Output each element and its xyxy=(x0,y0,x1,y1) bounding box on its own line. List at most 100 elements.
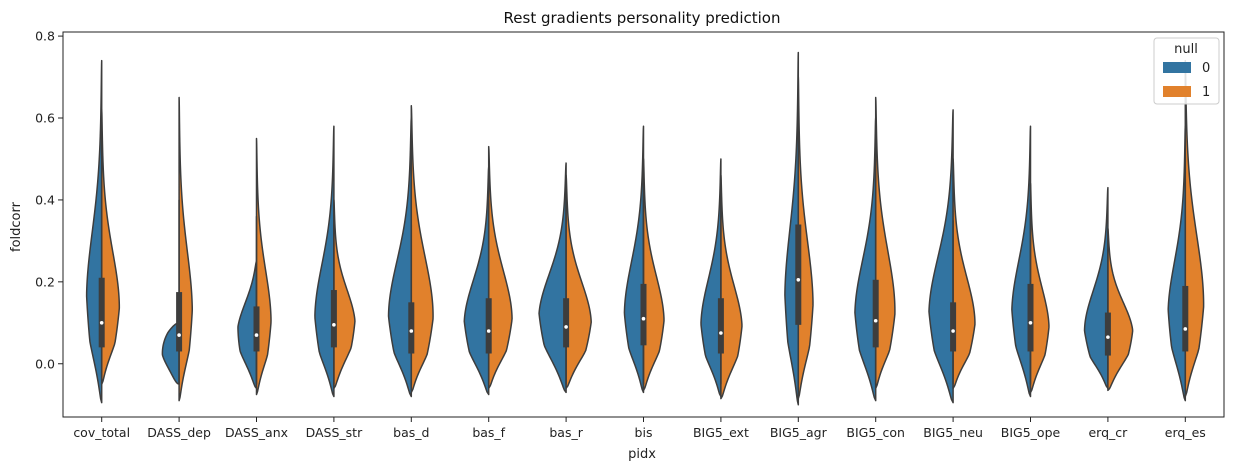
plot-area: 0.0 0.2 0.4 0.6 0.8 cov_total DASS_dep DASS_anx… xyxy=(35,29,1225,440)
violin-group xyxy=(700,158,743,400)
violin-half-1 xyxy=(255,137,272,396)
x-tick-label: bas_d xyxy=(393,425,429,440)
violin-group xyxy=(928,109,976,404)
violin-iqr-box xyxy=(1182,285,1189,352)
x-tick-label: BIG5_ope xyxy=(1001,425,1061,440)
violin-median-dot xyxy=(177,333,181,337)
violin-half-1 xyxy=(410,104,434,394)
x-tick-label: bas_f xyxy=(472,425,505,440)
x-tick-label: bis xyxy=(635,425,653,440)
violin-median-dot xyxy=(1028,320,1033,325)
x-tick-label: BIG5_con xyxy=(846,425,905,440)
violin-median-dot xyxy=(1183,327,1188,331)
violin-group xyxy=(623,125,665,394)
x-tick-label: bas_r xyxy=(549,425,583,440)
x-axis-label: pidx xyxy=(628,447,656,462)
violin-half-1 xyxy=(333,199,356,390)
violin-group xyxy=(1167,59,1205,402)
violin-median-dot xyxy=(1106,335,1110,339)
violin-iqr-box xyxy=(330,290,337,348)
violin-iqr-box xyxy=(176,292,183,352)
x-tick-label: BIG5_ext xyxy=(693,425,749,440)
violin-half-0 xyxy=(928,109,954,404)
violin-half-1 xyxy=(1184,59,1205,398)
violin-median-dot xyxy=(254,333,259,337)
violin-half-1 xyxy=(1107,227,1134,392)
y-tick-label: 0.8 xyxy=(35,29,55,44)
violin-median-dot xyxy=(332,323,336,327)
violin-half-0 xyxy=(85,59,103,404)
violin-group xyxy=(1083,186,1134,392)
x-tick-label: BIG5_agr xyxy=(770,425,828,440)
y-tick-label: 0.4 xyxy=(35,192,55,207)
violin-iqr-box xyxy=(1104,312,1111,356)
violin-half-0 xyxy=(538,162,567,394)
legend-label-0: 0 xyxy=(1202,61,1210,76)
y-tick-label: 0.2 xyxy=(35,274,55,289)
violin-group xyxy=(387,104,434,398)
violin-group xyxy=(237,137,272,396)
x-tick-label: BIG5_neu xyxy=(923,425,983,440)
violin-iqr-box xyxy=(253,306,260,352)
violin-half-1 xyxy=(487,145,513,390)
violin-iqr-box xyxy=(717,298,724,354)
violin-group xyxy=(161,96,194,402)
x-tick-label: DASS_dep xyxy=(147,425,211,440)
violin-median-dot xyxy=(873,318,878,323)
violin-half-0 xyxy=(1083,186,1109,390)
violin-half-1 xyxy=(100,109,121,385)
x-tick-label: erq_cr xyxy=(1088,425,1128,440)
violin-iqr-box xyxy=(950,302,957,352)
violin-group xyxy=(1011,125,1050,398)
violin-median-dot xyxy=(564,325,568,329)
legend-label-1: 1 xyxy=(1202,85,1210,100)
x-tick-label: erq_es xyxy=(1165,425,1206,440)
violin-iqr-box xyxy=(640,283,647,346)
violin-group xyxy=(854,96,896,402)
violin-group xyxy=(784,51,814,406)
legend: null 0 1 xyxy=(1153,37,1220,105)
y-tick-label: 0.0 xyxy=(35,356,55,371)
violin-half-0 xyxy=(1011,125,1032,398)
violin-group xyxy=(463,145,513,396)
x-tick-label: DASS_anx xyxy=(225,425,288,440)
violin-half-1 xyxy=(797,76,814,400)
legend-swatch-0 xyxy=(1163,62,1191,73)
violin-half-0 xyxy=(237,260,258,390)
violin-median-dot xyxy=(486,329,491,333)
violin-iqr-box xyxy=(485,298,492,354)
violin-iqr-box xyxy=(795,224,802,325)
violin-median-dot xyxy=(409,329,414,333)
violin-median-dot xyxy=(719,331,723,335)
violin-half-1 xyxy=(1029,182,1050,394)
violin-half-0 xyxy=(854,117,877,402)
violin-half-1 xyxy=(642,158,665,392)
x-tick-label: DASS_str xyxy=(306,425,363,440)
violin-median-dot xyxy=(796,277,801,282)
violin-iqr-box xyxy=(98,277,105,348)
violin-group xyxy=(314,125,356,398)
violin-half-1 xyxy=(720,174,743,400)
violin-median-dot xyxy=(951,329,955,333)
legend-title: null xyxy=(1174,42,1198,57)
violin-half-1 xyxy=(952,158,976,390)
violin-half-1 xyxy=(178,96,194,402)
violin-median-dot xyxy=(641,316,646,321)
violin-median-dot xyxy=(99,320,104,325)
violin-group xyxy=(538,162,592,394)
violin-iqr-box xyxy=(563,298,570,348)
x-tick-label: cov_total xyxy=(73,425,130,440)
violin-iqr-box xyxy=(408,302,415,354)
violin-half-0 xyxy=(314,125,335,398)
y-axis-label: foldcorr xyxy=(9,201,24,252)
violin-half-0 xyxy=(463,166,490,396)
violin-half-0 xyxy=(623,125,645,394)
violin-half-0 xyxy=(700,158,722,398)
violin-half-1 xyxy=(565,174,592,390)
chart-title: Rest gradients personality prediction xyxy=(504,9,781,27)
violin-iqr-box xyxy=(872,279,879,348)
violin-half-0 xyxy=(1167,125,1187,402)
violin-iqr-box xyxy=(1027,283,1034,352)
